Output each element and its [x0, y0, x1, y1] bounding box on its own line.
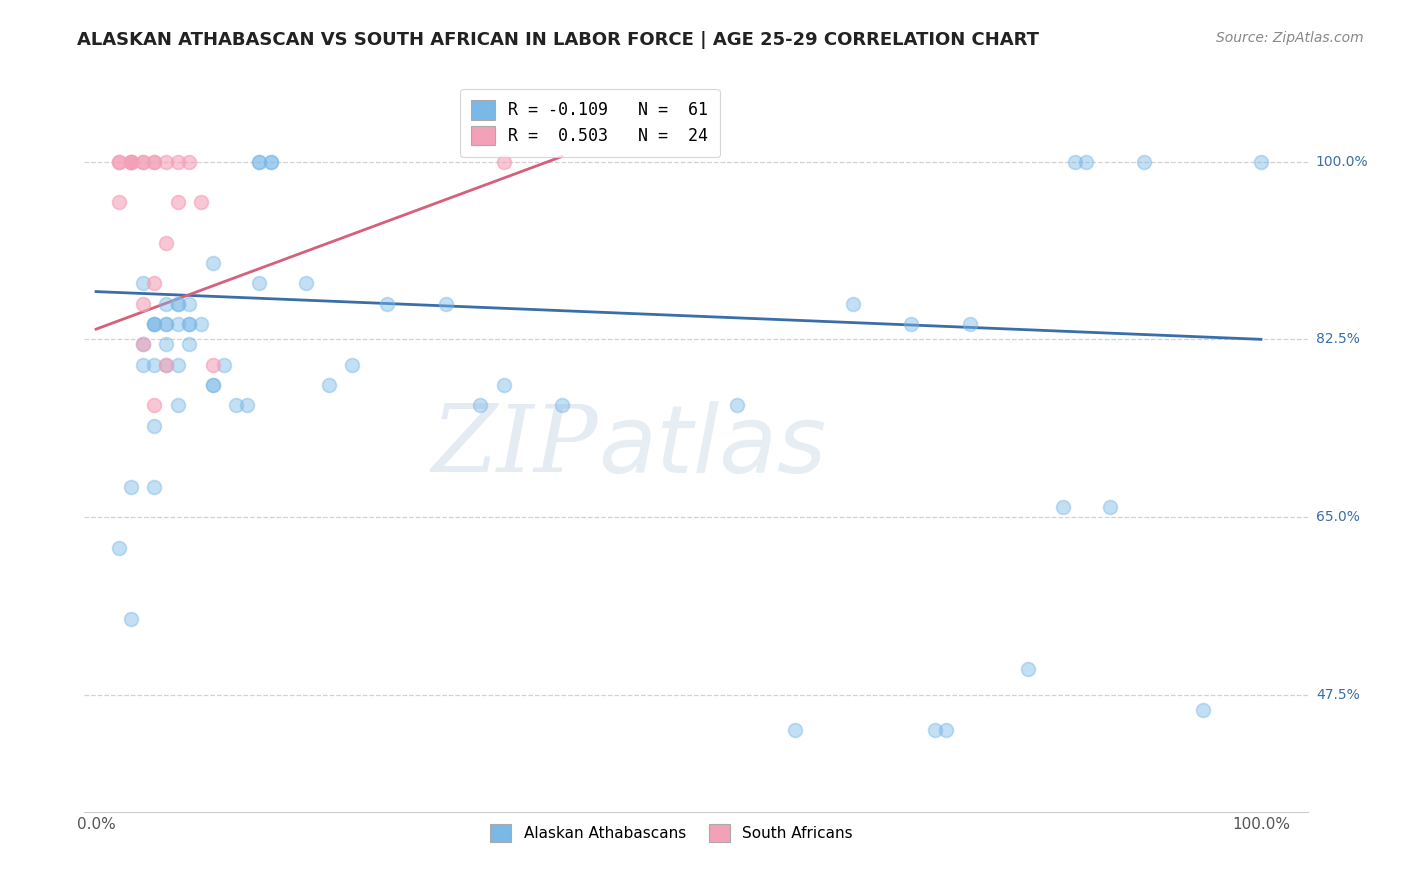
Point: [247, 154, 270, 169]
Point: [179, 154, 201, 169]
Point: [166, 195, 188, 210]
Point: [247, 154, 270, 169]
Point: [1076, 154, 1098, 169]
Text: 65.0%: 65.0%: [1316, 510, 1360, 524]
Point: [1250, 154, 1272, 169]
Point: [470, 398, 492, 412]
Point: [143, 418, 166, 433]
Point: [1098, 500, 1121, 514]
Point: [120, 154, 142, 169]
Point: [551, 398, 574, 412]
Point: [375, 297, 398, 311]
Point: [201, 378, 224, 392]
Point: [783, 723, 806, 738]
Point: [492, 378, 515, 392]
Point: [108, 154, 131, 169]
Point: [131, 154, 153, 169]
Point: [166, 398, 188, 412]
Point: [166, 297, 188, 311]
Point: [143, 154, 166, 169]
Point: [900, 317, 922, 331]
Point: [143, 358, 166, 372]
Point: [492, 154, 515, 169]
Point: [959, 317, 981, 331]
Point: [1191, 703, 1213, 717]
Point: [1063, 154, 1085, 169]
Point: [842, 297, 865, 311]
Point: [143, 317, 166, 331]
Point: [179, 297, 201, 311]
Point: [190, 195, 212, 210]
Point: [201, 256, 224, 270]
Point: [131, 297, 153, 311]
Point: [131, 358, 153, 372]
Point: [236, 398, 259, 412]
Point: [225, 398, 247, 412]
Point: [131, 154, 153, 169]
Point: [924, 723, 946, 738]
Point: [166, 358, 188, 372]
Point: [201, 378, 224, 392]
Point: [166, 297, 188, 311]
Point: [155, 154, 177, 169]
Text: 82.5%: 82.5%: [1316, 333, 1360, 346]
Point: [120, 612, 142, 626]
Point: [201, 358, 224, 372]
Point: [434, 297, 457, 311]
Point: [131, 337, 153, 351]
Point: [179, 317, 201, 331]
Point: [1133, 154, 1156, 169]
Point: [935, 723, 957, 738]
Point: [108, 154, 131, 169]
Text: atlas: atlas: [598, 401, 827, 491]
Point: [120, 480, 142, 494]
Point: [1017, 663, 1039, 677]
Point: [155, 317, 177, 331]
Point: [155, 358, 177, 372]
Point: [260, 154, 283, 169]
Point: [131, 337, 153, 351]
Point: [143, 277, 166, 291]
Text: 100.0%: 100.0%: [1316, 154, 1368, 169]
Point: [179, 317, 201, 331]
Point: [318, 378, 340, 392]
Point: [247, 277, 270, 291]
Text: Source: ZipAtlas.com: Source: ZipAtlas.com: [1216, 31, 1364, 45]
Text: 47.5%: 47.5%: [1316, 688, 1360, 702]
Point: [120, 154, 142, 169]
Point: [108, 195, 131, 210]
Point: [155, 297, 177, 311]
Point: [143, 480, 166, 494]
Point: [120, 154, 142, 169]
Point: [155, 317, 177, 331]
Legend: Alaskan Athabascans, South Africans: Alaskan Athabascans, South Africans: [484, 818, 859, 848]
Point: [190, 317, 212, 331]
Point: [179, 337, 201, 351]
Point: [155, 337, 177, 351]
Point: [131, 277, 153, 291]
Point: [260, 154, 283, 169]
Point: [143, 317, 166, 331]
Point: [166, 154, 188, 169]
Point: [294, 277, 316, 291]
Text: ALASKAN ATHABASCAN VS SOUTH AFRICAN IN LABOR FORCE | AGE 25-29 CORRELATION CHART: ALASKAN ATHABASCAN VS SOUTH AFRICAN IN L…: [77, 31, 1039, 49]
Point: [155, 235, 177, 250]
Point: [143, 317, 166, 331]
Point: [1052, 500, 1074, 514]
Text: ZIP: ZIP: [432, 401, 598, 491]
Point: [166, 317, 188, 331]
Point: [342, 358, 364, 372]
Point: [143, 398, 166, 412]
Point: [212, 358, 235, 372]
Point: [108, 541, 131, 555]
Point: [120, 154, 142, 169]
Point: [155, 358, 177, 372]
Point: [725, 398, 748, 412]
Point: [143, 154, 166, 169]
